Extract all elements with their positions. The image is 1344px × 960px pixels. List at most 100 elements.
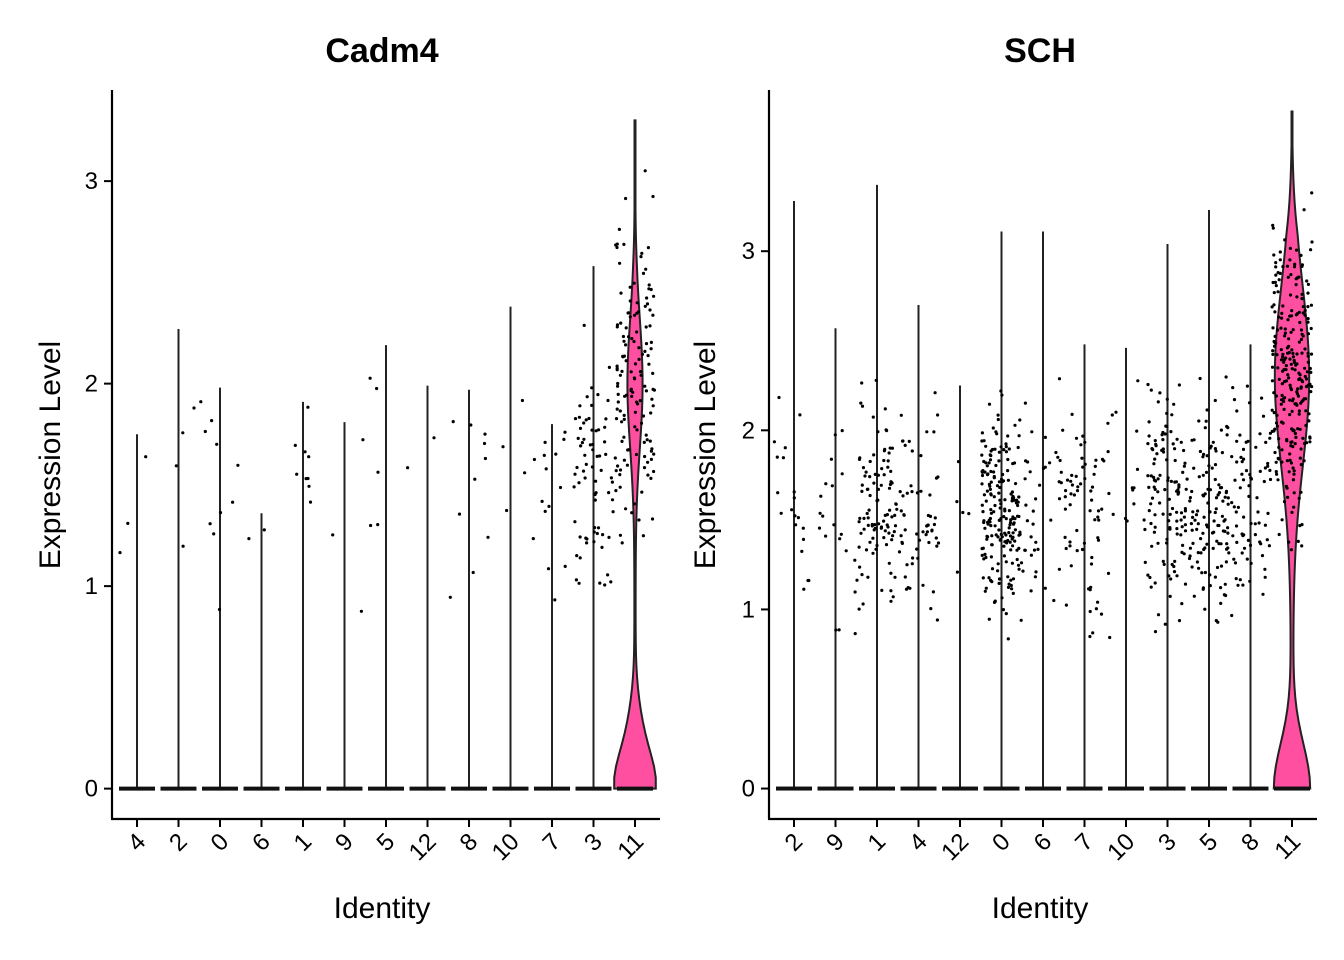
data-point [1268, 436, 1272, 440]
data-point [929, 607, 933, 611]
x-tick-label: 1 [289, 828, 318, 857]
data-point [1015, 557, 1019, 562]
data-point [1299, 385, 1303, 389]
data-point [1274, 261, 1278, 265]
data-point [1279, 402, 1283, 406]
data-point [1219, 601, 1223, 606]
data-point [611, 510, 615, 514]
data-point [840, 472, 844, 476]
data-point [961, 510, 965, 515]
data-point [642, 466, 647, 470]
data-point [1197, 566, 1201, 570]
data-point [616, 384, 620, 388]
data-point [543, 440, 547, 444]
data-point [584, 536, 588, 540]
data-point [1153, 439, 1157, 443]
data-point [887, 451, 891, 455]
violin-body [1272, 110, 1312, 790]
data-point [215, 442, 219, 446]
data-point [980, 503, 984, 507]
data-point [1275, 353, 1279, 357]
data-point [624, 359, 628, 363]
data-point [592, 530, 596, 534]
data-point [1306, 305, 1310, 309]
data-point [1281, 265, 1285, 269]
data-point [1146, 573, 1150, 577]
data-point [1090, 485, 1095, 489]
data-point [987, 461, 991, 465]
data-point [293, 443, 297, 447]
violin-3 [1146, 244, 1189, 791]
data-point [628, 299, 632, 303]
data-point [1273, 310, 1277, 314]
data-point [1281, 352, 1285, 356]
data-point [1082, 541, 1086, 545]
data-point [1114, 410, 1118, 414]
data-point [857, 520, 861, 524]
data-point [1099, 612, 1104, 616]
data-point [1043, 586, 1047, 590]
data-point [1183, 582, 1188, 586]
data-point [652, 452, 656, 456]
data-point [1283, 331, 1287, 335]
data-point [1289, 444, 1293, 448]
data-point [1016, 503, 1020, 508]
data-point [1153, 581, 1157, 585]
data-point [1188, 546, 1192, 550]
data-point [618, 468, 623, 472]
data-point [596, 393, 600, 397]
data-point [901, 494, 905, 498]
data-point [1274, 265, 1278, 269]
data-point [1001, 608, 1006, 612]
data-point [1156, 400, 1160, 404]
data-point [866, 523, 870, 528]
data-point [1230, 501, 1234, 505]
data-point [1223, 518, 1227, 522]
data-point [879, 525, 884, 529]
data-point [1291, 466, 1295, 470]
data-point [1292, 265, 1297, 269]
data-point [895, 507, 899, 511]
data-point [1265, 538, 1269, 542]
violin-8 [1230, 344, 1273, 791]
data-point [604, 452, 608, 456]
data-point [1146, 474, 1150, 478]
data-point [997, 450, 1002, 454]
data-point [1197, 475, 1201, 479]
data-point [833, 433, 837, 437]
data-point [989, 555, 994, 559]
data-point [984, 586, 988, 590]
data-point [628, 315, 632, 319]
data-point [1083, 440, 1087, 444]
data-point [1013, 423, 1017, 427]
data-point [1210, 531, 1215, 535]
data-point [607, 365, 612, 369]
data-point [1208, 584, 1212, 588]
x-tick-label: 6 [247, 828, 276, 857]
data-point [863, 474, 867, 478]
data-point [915, 547, 919, 551]
data-point [610, 480, 615, 484]
y-tick-label: 2 [85, 371, 98, 398]
data-point [1272, 391, 1276, 395]
data-point [635, 330, 639, 334]
violin-7 [531, 424, 570, 791]
data-point [1029, 553, 1033, 557]
data-point [980, 453, 984, 457]
zero-points [492, 786, 529, 791]
data-point [1306, 291, 1310, 295]
data-point [1282, 380, 1287, 384]
data-point [1291, 428, 1295, 432]
data-point [1230, 613, 1234, 618]
data-point [1025, 519, 1029, 523]
data-point [626, 448, 630, 452]
data-point [1270, 365, 1275, 369]
data-point [1291, 355, 1295, 359]
data-point [1233, 561, 1238, 565]
data-point [1152, 475, 1156, 479]
zero-points [451, 786, 487, 791]
data-point [615, 407, 619, 411]
data-point [1235, 439, 1239, 443]
data-point [1153, 513, 1157, 517]
data-point [1201, 586, 1205, 590]
